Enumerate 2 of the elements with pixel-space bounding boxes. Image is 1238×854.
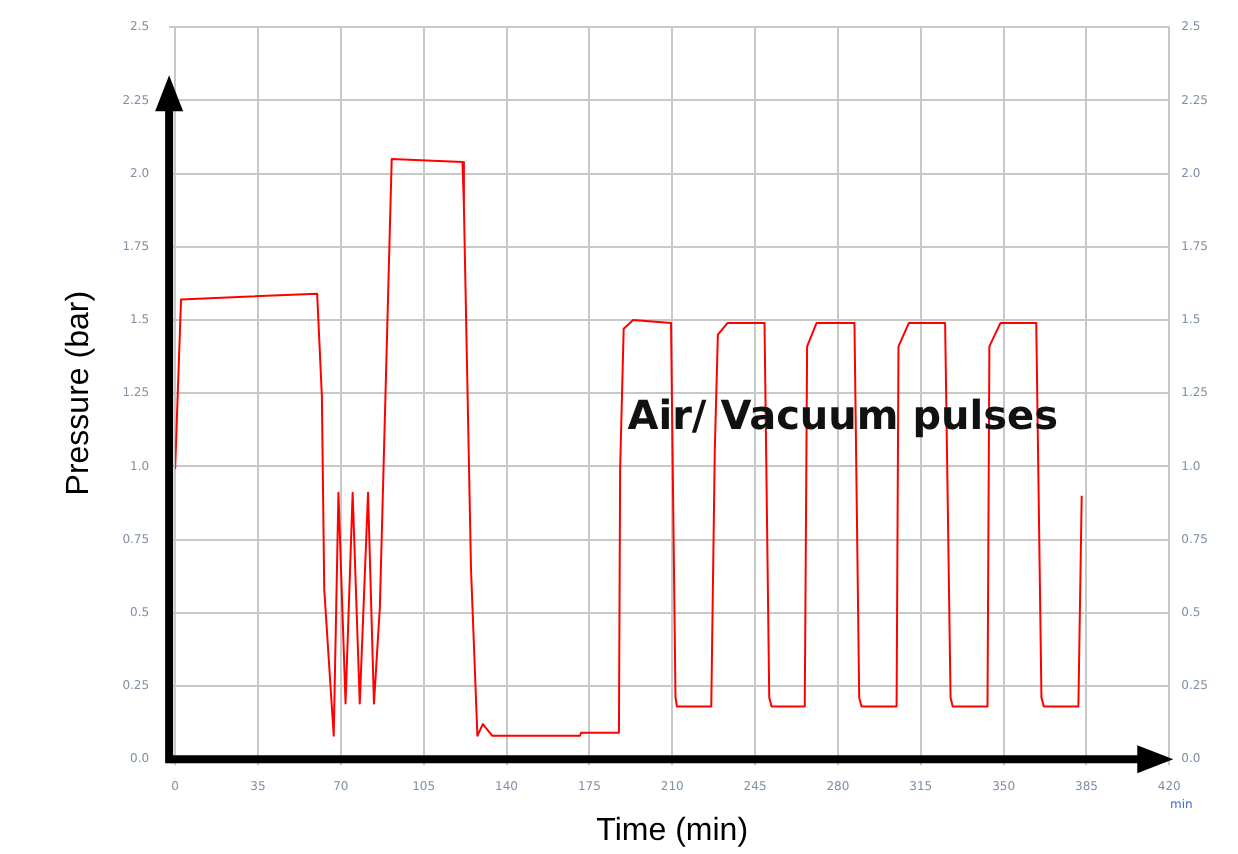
x-axis-title: Time (min): [596, 813, 749, 848]
y-axis-title: Pressure (bar): [62, 290, 97, 496]
